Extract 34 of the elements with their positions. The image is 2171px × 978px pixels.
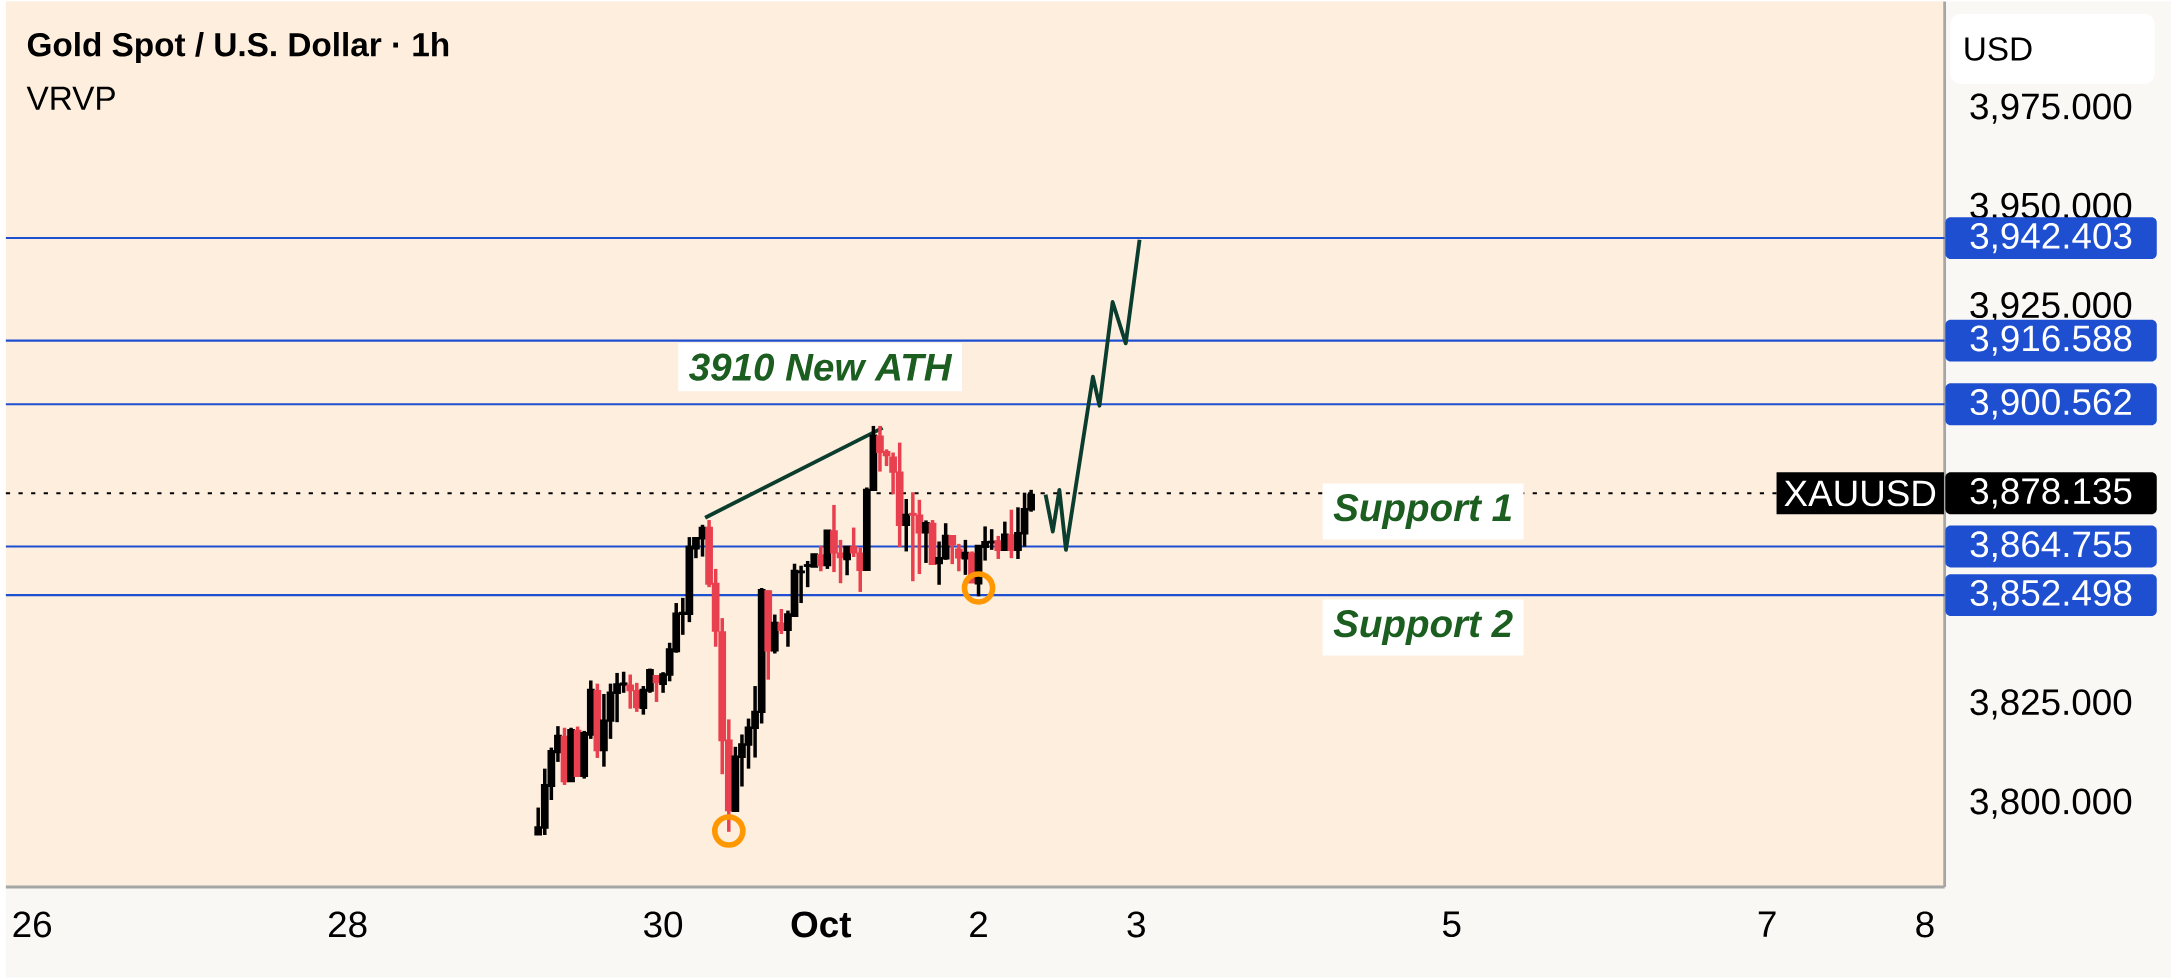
x-tick-label: 3	[1127, 911, 1145, 938]
y-tick-label: 3,925.000	[1970, 292, 2132, 323]
candlestick	[994, 534, 1003, 560]
ref-line-label: 3,878.135	[1970, 478, 2132, 509]
ref-line-label: 3,942.403	[1970, 223, 2132, 254]
text: Gold Spot / U.S. Dollar · 1h	[27, 32, 449, 64]
ref-line-label: 3,864.755	[1970, 531, 2132, 562]
y-tick-label: 3,825.000	[1970, 689, 2132, 720]
text: VRVP	[26, 86, 115, 110]
annotation: Support 2	[1333, 610, 1513, 646]
x-tick-label: 8	[1916, 911, 1934, 938]
y-axis-title: USD	[1965, 37, 2032, 61]
y-tick-label: 3,950.000	[1970, 192, 2132, 224]
x-tick-label: 26	[13, 911, 52, 938]
x-tick-label: 2	[970, 911, 987, 938]
y-tick-label: 3,800.000	[1970, 788, 2132, 819]
ref-line-label: 3,916.588	[1970, 325, 2132, 356]
annotation: 3910 New ATH	[689, 353, 953, 381]
x-tick-label: 30	[643, 911, 683, 938]
candlestick	[922, 520, 930, 564]
annotation: Support 1	[1333, 494, 1511, 530]
y-tick-label: 3,975.000	[1970, 93, 2132, 124]
candlestick	[777, 609, 786, 635]
annotation: XAUUSD	[1784, 480, 1936, 507]
candlestick	[843, 545, 851, 576]
candlestick	[1000, 521, 1009, 552]
x-tick-label: Oct	[791, 911, 852, 938]
ref-line-label: 3,900.562	[1970, 389, 2132, 420]
candlestick	[816, 544, 825, 572]
x-tick-label: 28	[329, 911, 367, 938]
x-tick-label: 5	[1442, 911, 1461, 938]
candlestick	[902, 499, 911, 552]
x-tick-label: 7	[1758, 911, 1776, 937]
ref-line-label: 3,852.498	[1970, 580, 2132, 611]
